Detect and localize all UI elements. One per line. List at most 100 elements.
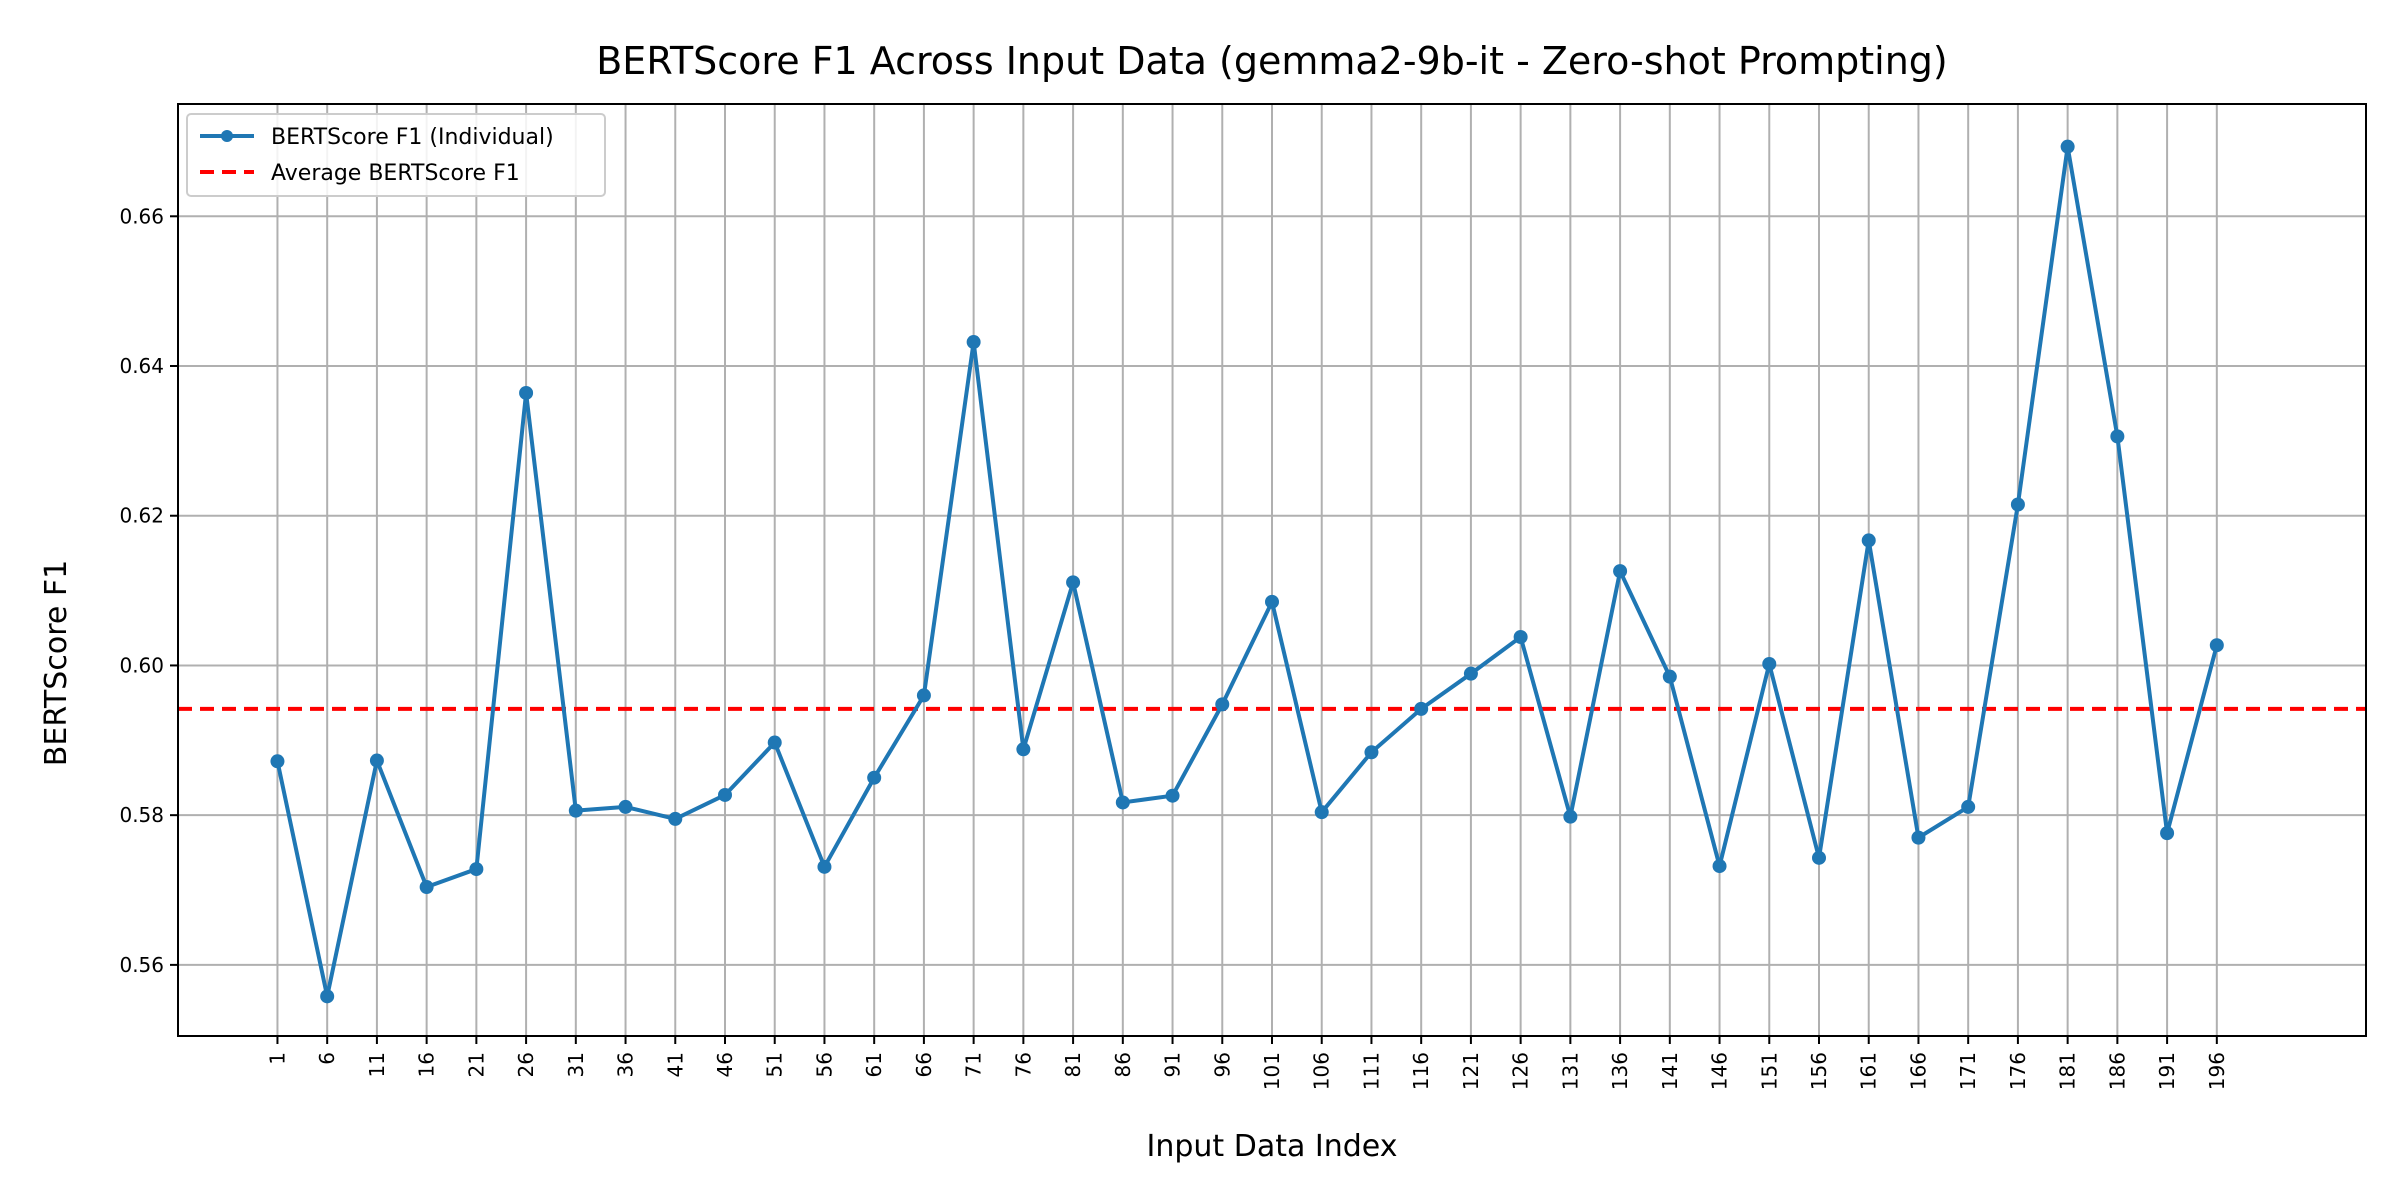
gridlines (178, 104, 2366, 1036)
x-axis-ticks: 1 6 11 16 21 26 31 36 41 46 51 56 61 66 71 76 81 86 91 96 10… (265, 1036, 2229, 1090)
x-tick-label: 1 (265, 1052, 289, 1065)
x-tick-label: 66 (912, 1052, 936, 1077)
data-point (1861, 533, 1876, 548)
data-point (1364, 745, 1379, 760)
x-tick-label: 136 (1608, 1052, 1632, 1090)
x-tick-label: 16 (415, 1052, 439, 1077)
y-axis-ticks: 0.56 0.58 0.60 0.62 0.64 0.66 (119, 204, 178, 977)
x-tick-label: 106 (1310, 1052, 1334, 1090)
x-tick-label: 46 (713, 1052, 737, 1077)
x-tick-label: 51 (763, 1052, 787, 1077)
data-point (2209, 638, 2224, 653)
data-point (2110, 429, 2125, 444)
data-point (1066, 575, 1081, 590)
x-tick-label: 86 (1111, 1052, 1135, 1077)
data-point (1712, 859, 1727, 874)
data-point (369, 753, 384, 768)
data-point (1613, 564, 1628, 579)
x-tick-label: 126 (1509, 1052, 1533, 1090)
data-point (618, 799, 633, 814)
data-point (668, 811, 683, 826)
data-point (1563, 809, 1578, 824)
data-point (1812, 850, 1826, 865)
x-tick-label: 196 (2205, 1052, 2229, 1090)
legend-marker-individual (221, 130, 233, 142)
x-tick-label: 111 (1359, 1052, 1383, 1090)
legend-box (186, 113, 606, 197)
data-point (1215, 697, 1230, 712)
data-point (767, 735, 782, 750)
data-point (867, 770, 882, 785)
chart-title: BERTScore F1 Across Input Data (gemma2-9… (596, 39, 1948, 83)
series-line-individual (275, 144, 2219, 999)
x-tick-label: 21 (464, 1052, 488, 1077)
x-tick-label: 91 (1161, 1052, 1185, 1077)
x-tick-label: 171 (1956, 1052, 1980, 1090)
y-tick-label: 0.60 (119, 653, 164, 677)
x-tick-label: 176 (2006, 1052, 2030, 1090)
x-tick-label: 56 (812, 1052, 836, 1077)
data-point (718, 787, 732, 802)
x-tick-label: 191 (2155, 1052, 2179, 1090)
y-tick-label: 0.66 (119, 204, 164, 228)
x-tick-label: 96 (1210, 1052, 1234, 1077)
data-point (1265, 594, 1279, 609)
data-point (1762, 656, 1777, 671)
legend-label-individual: BERTScore F1 (Individual) (271, 125, 554, 150)
x-tick-label: 31 (564, 1052, 588, 1077)
data-point (966, 335, 981, 350)
data-point (270, 754, 285, 769)
data-point (1961, 799, 1976, 814)
data-point (2010, 497, 2025, 512)
data-point (1314, 805, 1329, 820)
data-point (817, 859, 832, 874)
data-point (1016, 742, 1031, 757)
x-tick-label: 71 (962, 1052, 986, 1077)
data-point (1662, 669, 1677, 684)
data-point (1463, 666, 1478, 681)
x-tick-label: 11 (365, 1052, 389, 1077)
data-point (1513, 629, 1528, 644)
x-tick-label: 26 (514, 1052, 538, 1077)
y-tick-label: 0.64 (119, 354, 164, 378)
x-tick-label: 131 (1558, 1052, 1582, 1090)
data-point (2160, 826, 2175, 841)
x-tick-label: 146 (1708, 1052, 1732, 1090)
x-tick-label: 61 (862, 1052, 886, 1077)
x-tick-label: 181 (2056, 1052, 2080, 1090)
x-tick-label: 166 (1906, 1052, 1930, 1090)
legend-label-average: Average BERTScore F1 (271, 161, 520, 186)
x-tick-label: 151 (1757, 1052, 1781, 1090)
data-point (568, 803, 583, 818)
x-tick-label: 161 (1857, 1052, 1881, 1090)
data-point (320, 989, 335, 1004)
x-tick-label: 36 (614, 1052, 638, 1077)
data-point (1911, 830, 1926, 845)
y-tick-label: 0.62 (119, 504, 164, 528)
data-points (270, 139, 2224, 1004)
data-point (419, 880, 434, 895)
x-tick-label: 41 (663, 1052, 687, 1077)
x-axis-label: Input Data Index (1147, 1129, 1398, 1164)
data-point (1115, 795, 1130, 810)
data-point (519, 385, 534, 400)
x-tick-label: 156 (1807, 1052, 1831, 1090)
y-axis-label: BERTScore F1 (39, 560, 74, 766)
x-tick-label: 81 (1061, 1052, 1085, 1077)
data-point (2060, 139, 2075, 154)
x-tick-label: 116 (1409, 1052, 1433, 1090)
data-point (469, 862, 484, 877)
data-point (916, 688, 931, 703)
y-tick-label: 0.56 (119, 953, 164, 977)
x-tick-label: 6 (315, 1052, 339, 1065)
x-tick-label: 76 (1011, 1052, 1035, 1077)
x-tick-label: 186 (2105, 1052, 2129, 1090)
data-point (1165, 788, 1180, 803)
y-tick-label: 0.58 (119, 803, 164, 827)
x-tick-label: 121 (1459, 1052, 1483, 1090)
data-point (1414, 701, 1429, 716)
legend: BERTScore F1 (Individual) Average BERTSc… (186, 113, 606, 197)
